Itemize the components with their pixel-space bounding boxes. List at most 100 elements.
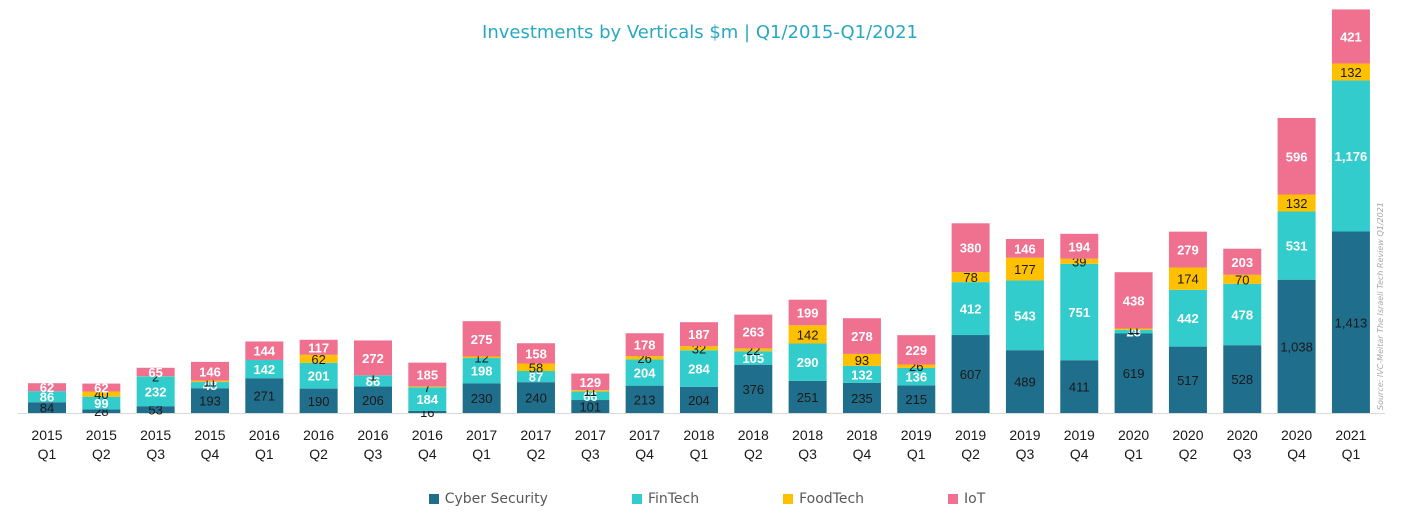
data-label: 194: [1068, 239, 1090, 254]
data-label: 204: [634, 366, 656, 381]
bar-segment: [1223, 345, 1262, 413]
bar-segment: [1331, 63, 1370, 81]
data-label: 146: [1014, 241, 1036, 256]
bar-segment: [1277, 194, 1316, 212]
data-label: 101: [579, 400, 601, 415]
bar-segment: [516, 363, 555, 372]
bar-segment: [571, 391, 610, 401]
bar-segment: [679, 386, 718, 413]
x-tick-quarter: Q3: [146, 446, 165, 462]
bar-segment: [1331, 231, 1370, 413]
x-tick-year: 2016: [412, 427, 443, 443]
bar-segment: [516, 382, 555, 413]
bar-segment: [1114, 329, 1153, 334]
data-label: 177: [1014, 262, 1036, 277]
bar-segment: [897, 367, 936, 386]
bar-segment: [679, 322, 718, 347]
data-label: 284: [688, 362, 710, 377]
data-label: 272: [362, 351, 384, 366]
data-label: 62: [40, 380, 54, 395]
bar-segment: [625, 385, 664, 413]
data-label: 204: [688, 393, 710, 408]
bar-segment: [136, 376, 175, 407]
bar-segment: [951, 335, 990, 413]
data-label: 93: [855, 353, 869, 368]
x-tick-year: 2015: [140, 427, 171, 443]
chart-title: Investments by Verticals $m | Q1/2015-Q1…: [482, 22, 918, 43]
x-tick-year: 2016: [303, 427, 334, 443]
data-label: 232: [145, 384, 167, 399]
data-label: 53: [148, 403, 162, 418]
bar-segment: [951, 282, 990, 336]
data-label: 136: [905, 370, 927, 385]
data-label: 206: [362, 393, 384, 408]
data-label: 132: [1340, 65, 1362, 80]
data-label: 142: [253, 362, 275, 377]
stacked-bar-chart: 8486622899406253232265193481114627114214…: [18, 9, 1385, 462]
x-tick-year: 2016: [357, 427, 388, 443]
data-label: 86: [40, 390, 54, 405]
data-label: 517: [1177, 373, 1199, 388]
legend-label-iot: IoT: [964, 491, 986, 507]
bar-segment: [136, 406, 175, 413]
x-tick-year: 2015: [194, 427, 225, 443]
x-tick-year: 2015: [86, 427, 117, 443]
legend-item-cyber-security: Cyber Security: [428, 491, 548, 507]
bars-group: 8486622899406253232265193481114627114214…: [28, 9, 1370, 420]
data-label: 58: [529, 360, 543, 375]
data-label: 421: [1340, 29, 1362, 44]
bar-segment: [190, 382, 229, 389]
bar-segment: [734, 351, 773, 365]
data-label: 201: [308, 369, 330, 384]
x-tick-year: 2019: [1009, 427, 1040, 443]
x-tick-year: 2020: [1281, 427, 1312, 443]
bar-segment: [734, 348, 773, 352]
legend-label-foodtech: FoodTech: [799, 491, 865, 507]
bar-segment: [1005, 257, 1044, 281]
x-tick-year: 2018: [846, 427, 877, 443]
bar-segment: [1223, 283, 1262, 346]
data-label: 66: [583, 389, 597, 404]
bar-segment: [245, 378, 284, 413]
bar-segment: [462, 356, 501, 359]
bar-segment: [136, 367, 175, 377]
data-label: 263: [742, 325, 764, 340]
data-label: 1,038: [1280, 339, 1313, 354]
x-tick-quarter: Q4: [1287, 446, 1306, 462]
bar-segment: [190, 388, 229, 413]
x-tick-labels: 2015 Q1 2015 Q2 2015 Q3 2015 Q4 2016 Q1 2016 Q2 2016…: [31, 427, 1366, 462]
bar-segment: [1005, 280, 1044, 351]
data-label: 62: [311, 352, 325, 367]
bar-segment: [1168, 267, 1207, 290]
data-label: 185: [416, 368, 438, 383]
x-tick-quarter: Q1: [38, 446, 57, 462]
bar-segment: [625, 359, 664, 386]
x-tick-quarter: Q2: [744, 446, 763, 462]
x-tick-quarter: Q4: [1070, 446, 1089, 462]
x-tick-quarter: Q4: [635, 446, 654, 462]
data-label: 275: [471, 332, 493, 347]
x-tick-year: 2019: [1064, 427, 1095, 443]
bar-segment: [28, 383, 66, 392]
bar-segment: [1114, 328, 1153, 330]
x-tick-year: 2020: [1118, 427, 1149, 443]
data-label: 278: [851, 329, 873, 344]
x-tick-quarter: Q1: [690, 446, 709, 462]
bar-segment: [897, 385, 936, 413]
x-tick-quarter: Q4: [201, 446, 220, 462]
data-label: 215: [905, 392, 927, 407]
bar-segment: [516, 371, 555, 383]
legend-swatch-cyber-security: [428, 494, 439, 504]
bar-segment: [408, 386, 447, 388]
bar-segment: [1060, 263, 1099, 361]
data-label: 187: [688, 327, 710, 342]
data-label: 199: [797, 305, 819, 320]
data-label: 78: [963, 270, 977, 285]
bar-segment: [571, 390, 610, 392]
data-label: 290: [797, 355, 819, 370]
bar-segment: [353, 340, 392, 376]
bar-segment: [1168, 231, 1207, 268]
x-tick-year: 2020: [1172, 427, 1203, 443]
bar-segment: [842, 382, 881, 413]
x-tick-quarter: Q4: [853, 446, 872, 462]
